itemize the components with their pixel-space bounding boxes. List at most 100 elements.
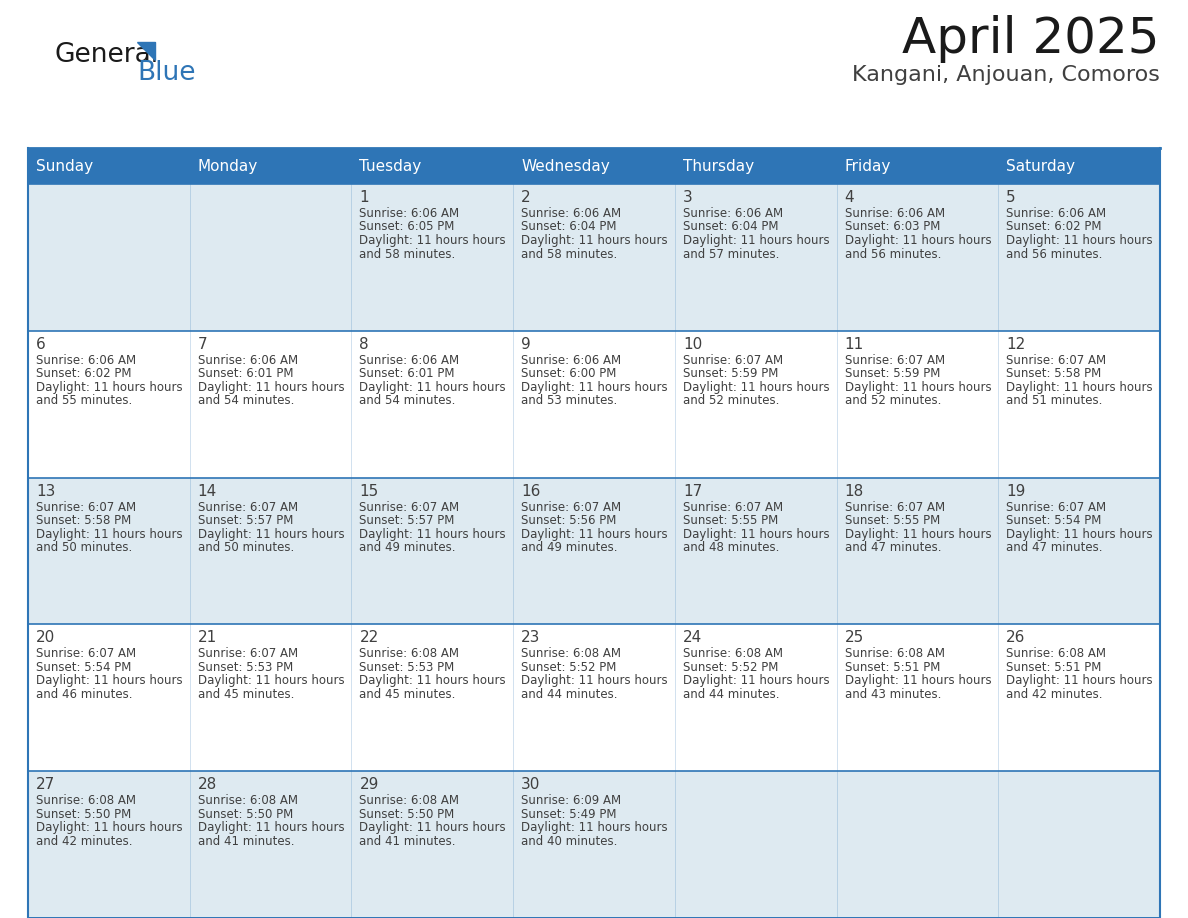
Text: Sunrise: 6:07 AM: Sunrise: 6:07 AM <box>360 500 460 513</box>
Text: Sunrise: 6:07 AM: Sunrise: 6:07 AM <box>36 500 137 513</box>
Text: Sunset: 5:53 PM: Sunset: 5:53 PM <box>360 661 455 674</box>
Text: Sunrise: 6:06 AM: Sunrise: 6:06 AM <box>360 207 460 220</box>
Text: Daylight: 11 hours hours: Daylight: 11 hours hours <box>522 381 668 394</box>
Text: and 56 minutes.: and 56 minutes. <box>845 248 941 261</box>
Text: Daylight: 11 hours hours: Daylight: 11 hours hours <box>522 822 668 834</box>
Text: 4: 4 <box>845 190 854 205</box>
Text: Daylight: 11 hours hours: Daylight: 11 hours hours <box>683 528 829 541</box>
Text: and 50 minutes.: and 50 minutes. <box>36 541 132 554</box>
Text: Sunday: Sunday <box>36 159 93 174</box>
Text: Sunrise: 6:06 AM: Sunrise: 6:06 AM <box>522 207 621 220</box>
Bar <box>29 148 1159 184</box>
Text: Daylight: 11 hours hours: Daylight: 11 hours hours <box>197 822 345 834</box>
Text: Sunrise: 6:07 AM: Sunrise: 6:07 AM <box>36 647 137 660</box>
Text: Sunset: 5:53 PM: Sunset: 5:53 PM <box>197 661 293 674</box>
Text: Sunrise: 6:06 AM: Sunrise: 6:06 AM <box>360 353 460 367</box>
Text: Tuesday: Tuesday <box>360 159 422 174</box>
Text: and 54 minutes.: and 54 minutes. <box>197 395 295 408</box>
Text: Sunrise: 6:06 AM: Sunrise: 6:06 AM <box>1006 207 1106 220</box>
Text: 28: 28 <box>197 778 217 792</box>
Text: 24: 24 <box>683 631 702 645</box>
Text: and 47 minutes.: and 47 minutes. <box>845 541 941 554</box>
Text: General: General <box>55 42 159 68</box>
Text: Daylight: 11 hours hours: Daylight: 11 hours hours <box>197 381 345 394</box>
Text: Daylight: 11 hours hours: Daylight: 11 hours hours <box>522 528 668 541</box>
Text: Daylight: 11 hours hours: Daylight: 11 hours hours <box>197 675 345 688</box>
Text: Kangani, Anjouan, Comoros: Kangani, Anjouan, Comoros <box>852 65 1159 85</box>
Text: Sunrise: 6:06 AM: Sunrise: 6:06 AM <box>845 207 944 220</box>
Text: Daylight: 11 hours hours: Daylight: 11 hours hours <box>36 822 183 834</box>
Text: Daylight: 11 hours hours: Daylight: 11 hours hours <box>1006 381 1152 394</box>
Text: 20: 20 <box>36 631 56 645</box>
Text: Daylight: 11 hours hours: Daylight: 11 hours hours <box>1006 528 1152 541</box>
Text: Sunset: 5:59 PM: Sunset: 5:59 PM <box>845 367 940 380</box>
Text: and 42 minutes.: and 42 minutes. <box>1006 688 1102 701</box>
Text: 22: 22 <box>360 631 379 645</box>
Polygon shape <box>137 42 154 60</box>
Text: 17: 17 <box>683 484 702 498</box>
Text: Sunset: 5:49 PM: Sunset: 5:49 PM <box>522 808 617 821</box>
Text: and 40 minutes.: and 40 minutes. <box>522 834 618 847</box>
Text: Sunset: 5:54 PM: Sunset: 5:54 PM <box>36 661 132 674</box>
Text: Daylight: 11 hours hours: Daylight: 11 hours hours <box>683 234 829 247</box>
Text: 14: 14 <box>197 484 217 498</box>
Text: Daylight: 11 hours hours: Daylight: 11 hours hours <box>36 381 183 394</box>
Text: and 51 minutes.: and 51 minutes. <box>1006 395 1102 408</box>
Text: Sunset: 5:52 PM: Sunset: 5:52 PM <box>522 661 617 674</box>
Text: 30: 30 <box>522 778 541 792</box>
Text: Daylight: 11 hours hours: Daylight: 11 hours hours <box>845 528 991 541</box>
Text: Sunset: 5:58 PM: Sunset: 5:58 PM <box>36 514 131 527</box>
Text: 11: 11 <box>845 337 864 352</box>
Text: 13: 13 <box>36 484 56 498</box>
Text: Sunset: 5:50 PM: Sunset: 5:50 PM <box>36 808 131 821</box>
Text: Sunset: 6:02 PM: Sunset: 6:02 PM <box>36 367 132 380</box>
Bar <box>29 477 1159 624</box>
Text: and 56 minutes.: and 56 minutes. <box>1006 248 1102 261</box>
Text: Daylight: 11 hours hours: Daylight: 11 hours hours <box>360 381 506 394</box>
Text: Daylight: 11 hours hours: Daylight: 11 hours hours <box>1006 675 1152 688</box>
Text: Wednesday: Wednesday <box>522 159 609 174</box>
Text: and 46 minutes.: and 46 minutes. <box>36 688 133 701</box>
Text: and 42 minutes.: and 42 minutes. <box>36 834 133 847</box>
Text: Sunrise: 6:06 AM: Sunrise: 6:06 AM <box>36 353 137 367</box>
Text: Daylight: 11 hours hours: Daylight: 11 hours hours <box>522 234 668 247</box>
Text: 3: 3 <box>683 190 693 205</box>
Text: Thursday: Thursday <box>683 159 754 174</box>
Text: Saturday: Saturday <box>1006 159 1075 174</box>
Text: and 57 minutes.: and 57 minutes. <box>683 248 779 261</box>
Text: Daylight: 11 hours hours: Daylight: 11 hours hours <box>36 675 183 688</box>
Text: and 58 minutes.: and 58 minutes. <box>522 248 618 261</box>
Text: and 47 minutes.: and 47 minutes. <box>1006 541 1102 554</box>
Bar <box>29 771 1159 918</box>
Text: 2: 2 <box>522 190 531 205</box>
Bar <box>29 330 1159 477</box>
Text: Sunset: 6:04 PM: Sunset: 6:04 PM <box>522 220 617 233</box>
Text: 16: 16 <box>522 484 541 498</box>
Text: and 52 minutes.: and 52 minutes. <box>683 395 779 408</box>
Text: Sunset: 6:00 PM: Sunset: 6:00 PM <box>522 367 617 380</box>
Text: April 2025: April 2025 <box>903 15 1159 63</box>
Text: Friday: Friday <box>845 159 891 174</box>
Text: and 43 minutes.: and 43 minutes. <box>845 688 941 701</box>
Text: Daylight: 11 hours hours: Daylight: 11 hours hours <box>360 234 506 247</box>
Text: Daylight: 11 hours hours: Daylight: 11 hours hours <box>1006 234 1152 247</box>
Text: Daylight: 11 hours hours: Daylight: 11 hours hours <box>845 381 991 394</box>
Text: 7: 7 <box>197 337 208 352</box>
Text: Monday: Monday <box>197 159 258 174</box>
Text: Sunrise: 6:07 AM: Sunrise: 6:07 AM <box>197 500 298 513</box>
Text: Sunset: 5:58 PM: Sunset: 5:58 PM <box>1006 367 1101 380</box>
Text: Sunrise: 6:07 AM: Sunrise: 6:07 AM <box>683 353 783 367</box>
Text: Sunrise: 6:07 AM: Sunrise: 6:07 AM <box>845 500 944 513</box>
Text: Daylight: 11 hours hours: Daylight: 11 hours hours <box>360 675 506 688</box>
Text: Daylight: 11 hours hours: Daylight: 11 hours hours <box>522 675 668 688</box>
Text: Sunset: 5:54 PM: Sunset: 5:54 PM <box>1006 514 1101 527</box>
Text: Sunrise: 6:08 AM: Sunrise: 6:08 AM <box>360 647 460 660</box>
Text: 5: 5 <box>1006 190 1016 205</box>
Text: and 54 minutes.: and 54 minutes. <box>360 395 456 408</box>
Text: and 48 minutes.: and 48 minutes. <box>683 541 779 554</box>
Text: Sunrise: 6:07 AM: Sunrise: 6:07 AM <box>1006 353 1106 367</box>
Text: and 41 minutes.: and 41 minutes. <box>197 834 295 847</box>
Text: Daylight: 11 hours hours: Daylight: 11 hours hours <box>845 675 991 688</box>
Text: Sunrise: 6:08 AM: Sunrise: 6:08 AM <box>845 647 944 660</box>
Text: Daylight: 11 hours hours: Daylight: 11 hours hours <box>360 528 506 541</box>
